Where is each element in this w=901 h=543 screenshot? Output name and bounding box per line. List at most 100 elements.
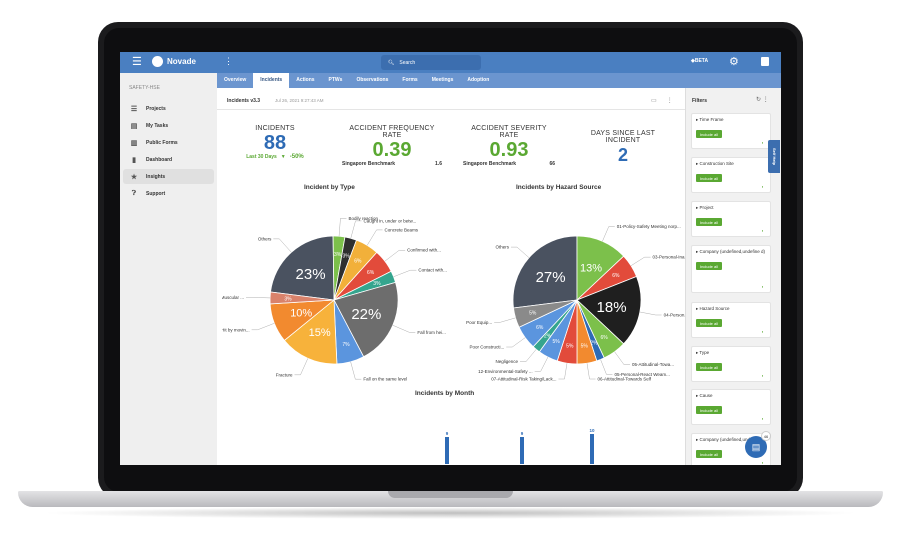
sidebar-item-insights[interactable]: ★ Insights [123, 169, 214, 184]
filter-card-title: ▸ Type [696, 350, 710, 355]
pie-data-label: 13% [580, 263, 602, 275]
pie-category-label: Poor Constructi... [470, 345, 505, 350]
form-fab-button[interactable]: ▤ [745, 436, 767, 458]
tab-overview[interactable]: Overview [224, 77, 247, 83]
filter-card-title: ▸ Company (undefined,undefine d) [696, 249, 766, 254]
kpi-label: ACCIDENT SEVERITY RATE [471, 125, 547, 139]
fab-badge: 46 [761, 431, 771, 441]
pie-data-label: 6% [600, 335, 608, 341]
bar-data-label: 10 [589, 428, 595, 433]
filter-card-type[interactable]: ▸ Type Include all ◐ [691, 346, 771, 382]
pie-data-label: 5% [566, 343, 574, 349]
pie-leader-line [639, 311, 662, 316]
sidebar-item-support[interactable]: ❓︎ Support [123, 186, 214, 201]
pie-slice-04-person[interactable] [576, 275, 642, 345]
filter-card-project[interactable]: ▸ Project Include all ◐ [691, 201, 771, 237]
trend-label: Last 30 Days [246, 154, 277, 160]
gear-icon[interactable]: ⚙ [729, 56, 739, 68]
pie-leader-line [600, 359, 613, 375]
tab-observations[interactable]: Observations [356, 77, 389, 83]
pie-leader-line [294, 358, 309, 376]
kpi-benchmark: Singapore Benchmark 66 [463, 161, 555, 167]
chart-title-incidents-by-hazard: Incidents by Hazard Source [516, 184, 602, 191]
benchmark-value: 1.6 [435, 161, 442, 167]
filter-card-time-frame[interactable]: ▸ Time Frame Include all ◐ [691, 113, 771, 149]
include-all-button[interactable]: Include all [696, 363, 723, 371]
sidebar-item-label: Dashboard [146, 156, 173, 163]
hamburger-menu-icon[interactable]: ☰ [132, 56, 142, 68]
tab-adoption[interactable]: Adoption [467, 77, 490, 83]
kpi-days-since-last-incident: DAYS SINCE LAST INCIDENT 2 [573, 130, 673, 166]
card-view-icon[interactable]: ▭ [651, 98, 657, 104]
pie-slice-others[interactable] [270, 235, 335, 301]
toggle-icon[interactable]: ◐ [761, 416, 764, 421]
pie-leader-line [494, 317, 516, 323]
self-help-tab[interactable]: Self Help [768, 140, 780, 173]
clipboard-icon: ▤ [130, 122, 138, 130]
include-all-button[interactable]: Include all [696, 406, 723, 414]
user-icon[interactable] [761, 57, 769, 66]
document-icon: ▥ [130, 139, 138, 147]
pie-slice-others[interactable] [512, 235, 578, 309]
tab-ptws[interactable]: PTWs [328, 77, 343, 83]
pie-category-label: Fall on the same level [363, 377, 407, 382]
tab-actions[interactable]: Actions [296, 77, 315, 83]
sidebar-item-public-forms[interactable]: ▥ Public Forms [123, 135, 214, 150]
sidebar-item-projects[interactable]: ☰ Projects [123, 101, 214, 116]
include-all-button[interactable]: Include all [696, 130, 723, 138]
breadcrumb[interactable]: Incidents v3.3 [227, 98, 261, 104]
kpi-accident-frequency-rate: ACCIDENT FREQUENCY RATE 0.39 Singapore B… [342, 125, 442, 167]
pie-category-label: 07-Attitudinal-Risk Taking/Lack... [491, 377, 556, 382]
include-all-button[interactable]: Include all [696, 174, 723, 182]
kpi-label: INCIDENTS [255, 125, 295, 132]
bar-chart-incidents-by-month: 99103 [445, 428, 712, 464]
kpi-trend: Last 30 Days ▼ -50% [243, 154, 307, 160]
pie-slice-fall-from-hei[interactable] [333, 281, 399, 358]
search-box[interactable]: 🔍︎ Search [381, 55, 481, 70]
filter-card-construction-site[interactable]: ▸ Construction Site Include all ◐ [691, 157, 771, 193]
toggle-icon[interactable]: ◐ [761, 460, 764, 465]
include-all-button[interactable]: Include all [696, 262, 723, 270]
sidebar-item-dashboard[interactable]: ▮ Dashboard [123, 152, 214, 167]
pie-data-label: 27% [536, 269, 566, 286]
filter-card-company-undefined-undefine-d[interactable]: ▸ Company (undefined,undefine d) Include … [691, 245, 771, 293]
pie-category-label: Negligence [495, 359, 518, 364]
sidebar-item-my-tasks[interactable]: ▤ My Tasks [123, 118, 214, 133]
refresh-icon[interactable]: ↻ ⋮ [756, 97, 769, 103]
bar-month[interactable] [445, 437, 449, 464]
toggle-icon[interactable]: ◐ [761, 329, 764, 334]
logo-text: Novade [167, 57, 196, 66]
pie-leader-line [367, 229, 383, 246]
tab-incidents[interactable]: Incidents [253, 73, 290, 88]
filters-title: Filters [692, 98, 708, 104]
include-all-button[interactable]: Include all [696, 319, 723, 327]
toggle-icon[interactable]: ◐ [761, 184, 764, 189]
more-options-icon[interactable]: ⋮ [666, 98, 673, 104]
filter-card-hazard-source[interactable]: ▸ Hazard Source Include all ◐ [691, 302, 771, 338]
kpi-benchmark: Singapore Benchmark 1.6 [342, 161, 442, 167]
bar-month[interactable] [520, 437, 524, 464]
bar-month[interactable] [590, 434, 594, 464]
pie-slice-poor-equip[interactable] [513, 299, 578, 328]
toggle-icon[interactable]: ◐ [761, 284, 764, 289]
toggle-icon[interactable]: ◐ [761, 140, 764, 145]
pie-slice-muscular[interactable] [269, 291, 335, 305]
pie-data-label: 23% [296, 266, 326, 283]
pie-category-label: 12-Environmental-Safety ... [478, 369, 533, 374]
pie-category-label: Fall from hei... [417, 330, 446, 335]
tab-forms[interactable]: Forms [402, 77, 418, 83]
tab-meetings[interactable]: Meetings [431, 77, 454, 83]
more-options-icon[interactable]: ⋮ [224, 56, 233, 66]
toggle-icon[interactable]: ◐ [761, 373, 764, 378]
main-content: Incidents v3.3 Jul 26, 2021 9:27:43 AM ▭… [217, 88, 712, 465]
filter-card-cause[interactable]: ▸ Cause Include all ◐ [691, 389, 771, 425]
search-input[interactable]: Search [399, 59, 416, 66]
beta-badge[interactable]: ◆BETA [691, 58, 708, 64]
kpi-accident-severity-rate: ACCIDENT SEVERITY RATE 0.93 Singapore Be… [463, 125, 555, 167]
toggle-icon[interactable]: ◐ [761, 228, 764, 233]
pie-leader-line [273, 238, 292, 253]
app-logo[interactable]: Novade [152, 56, 196, 67]
include-all-button[interactable]: Include all [696, 218, 723, 226]
pie-slice-fracture[interactable] [283, 299, 338, 365]
include-all-button[interactable]: Include all [696, 450, 723, 458]
